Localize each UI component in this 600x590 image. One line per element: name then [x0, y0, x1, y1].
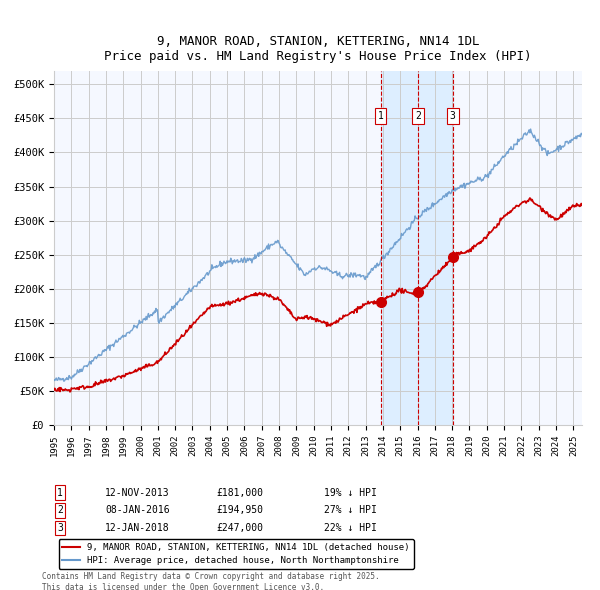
Text: £181,000: £181,000 — [216, 488, 263, 497]
Legend: 9, MANOR ROAD, STANION, KETTERING, NN14 1DL (detached house), HPI: Average price: 9, MANOR ROAD, STANION, KETTERING, NN14 … — [59, 539, 413, 569]
Text: 2: 2 — [415, 112, 421, 122]
Bar — [380, 71, 453, 425]
Text: 22% ↓ HPI: 22% ↓ HPI — [324, 523, 377, 533]
Text: £194,950: £194,950 — [216, 506, 263, 515]
Text: 2: 2 — [57, 506, 63, 515]
Text: 12-JAN-2018: 12-JAN-2018 — [105, 523, 170, 533]
Title: 9, MANOR ROAD, STANION, KETTERING, NN14 1DL
Price paid vs. HM Land Registry's Ho: 9, MANOR ROAD, STANION, KETTERING, NN14 … — [104, 35, 532, 63]
Text: 19% ↓ HPI: 19% ↓ HPI — [324, 488, 377, 497]
Text: 3: 3 — [450, 112, 455, 122]
Text: 1: 1 — [57, 488, 63, 497]
Text: 1: 1 — [377, 112, 383, 122]
Text: £247,000: £247,000 — [216, 523, 263, 533]
Text: 3: 3 — [57, 523, 63, 533]
Text: Contains HM Land Registry data © Crown copyright and database right 2025.
This d: Contains HM Land Registry data © Crown c… — [42, 572, 380, 590]
Text: 12-NOV-2013: 12-NOV-2013 — [105, 488, 170, 497]
Text: 08-JAN-2016: 08-JAN-2016 — [105, 506, 170, 515]
Text: 27% ↓ HPI: 27% ↓ HPI — [324, 506, 377, 515]
